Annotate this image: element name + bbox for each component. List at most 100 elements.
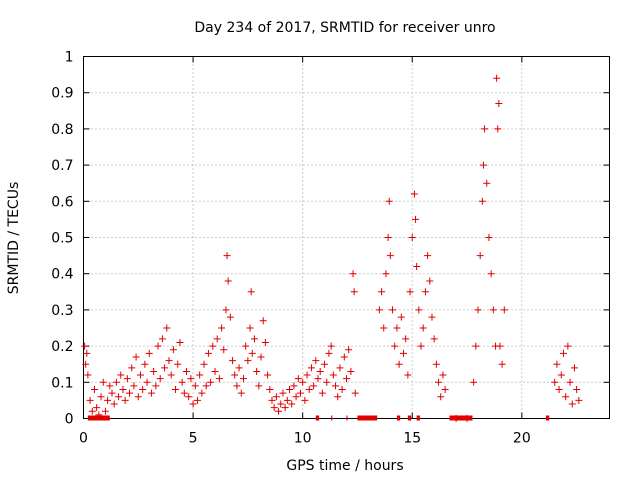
- data-point: [494, 125, 502, 133]
- data-point: [261, 338, 269, 346]
- data-point: [325, 349, 333, 357]
- data-point: [301, 396, 309, 404]
- y-axis-label: SRMTID / TECUs: [6, 182, 22, 295]
- data-point: [314, 375, 322, 383]
- data-point: [564, 342, 572, 350]
- data-point: [481, 125, 489, 133]
- data-point: [290, 382, 298, 390]
- data-point: [338, 386, 346, 394]
- data-point: [110, 400, 118, 408]
- data-point: [266, 386, 274, 394]
- data-point: [259, 317, 267, 325]
- data-point: [130, 382, 138, 390]
- data-point: [303, 371, 311, 379]
- data-point: [169, 346, 177, 354]
- data-point: [112, 378, 120, 386]
- data-point: [428, 313, 436, 321]
- data-point: [397, 313, 405, 321]
- data-point: [172, 386, 180, 394]
- data-point: [139, 386, 147, 394]
- data-point: [141, 360, 149, 368]
- data-point: [557, 371, 565, 379]
- data-point: [426, 277, 434, 285]
- data-point: [323, 378, 331, 386]
- axis-ticks: [83, 56, 610, 419]
- data-point: [382, 270, 390, 278]
- data-point: [439, 371, 447, 379]
- data-point: [152, 382, 160, 390]
- data-point: [384, 234, 392, 241]
- data-point: [281, 404, 289, 412]
- data-point: [345, 346, 353, 354]
- data-point: [573, 386, 581, 394]
- data-point: [286, 386, 294, 394]
- data-point: [81, 342, 89, 350]
- data-point: [275, 407, 283, 415]
- data-point: [253, 367, 261, 375]
- data-point: [211, 367, 219, 375]
- data-point: [485, 234, 493, 241]
- y-tick-label: 1: [65, 50, 74, 66]
- data-point: [202, 382, 210, 390]
- data-point: [487, 270, 495, 278]
- x-tick-label: 5: [189, 431, 198, 447]
- data-point: [402, 335, 410, 343]
- data-point: [237, 389, 245, 397]
- data-point: [215, 375, 223, 383]
- data-point: [115, 393, 123, 401]
- data-point: [316, 367, 324, 375]
- data-point: [180, 389, 188, 397]
- data-point: [132, 353, 140, 361]
- y-tick-labels: 0 0.1 0.2 0.3 0.4 0.5 0.6 0.7 0.8 0.9 1: [51, 50, 73, 428]
- data-point: [437, 393, 445, 401]
- data-point: [500, 306, 508, 314]
- data-point: [340, 353, 348, 361]
- data-point: [183, 367, 191, 375]
- data-point: [332, 382, 340, 390]
- data-point: [553, 360, 561, 368]
- data-point: [82, 360, 90, 368]
- data-point: [158, 335, 166, 343]
- data-point: [145, 349, 153, 357]
- data-point: [189, 400, 197, 408]
- data-point: [99, 378, 107, 386]
- data-point: [389, 306, 397, 314]
- data-point: [551, 378, 559, 386]
- data-point: [395, 360, 403, 368]
- data-point: [375, 306, 383, 314]
- data-point: [498, 360, 506, 368]
- data-point: [283, 396, 291, 404]
- data-point: [435, 378, 443, 386]
- data-point: [415, 306, 423, 314]
- data-point: [391, 342, 399, 350]
- data-point: [161, 364, 169, 372]
- x-tick-label: 15: [403, 431, 421, 447]
- data-point: [562, 393, 570, 401]
- data-point: [207, 378, 215, 386]
- data-point: [378, 288, 386, 296]
- data-point: [165, 357, 173, 365]
- data-point: [413, 262, 421, 270]
- y-tick-label: 0.5: [51, 231, 73, 247]
- data-point: [393, 324, 401, 332]
- x-tick-labels: 0 5 10 15 20: [79, 431, 531, 447]
- data-point: [123, 375, 131, 383]
- data-point: [349, 270, 357, 278]
- data-point: [496, 342, 504, 350]
- data-point: [224, 277, 232, 285]
- x-tick-label: 0: [79, 431, 88, 447]
- data-point: [204, 349, 212, 357]
- data-point: [134, 393, 142, 401]
- data-point: [106, 382, 114, 390]
- data-point: [312, 357, 320, 365]
- data-point: [386, 252, 394, 260]
- data-point: [568, 400, 576, 408]
- data-point: [128, 364, 136, 372]
- data-point: [246, 324, 254, 332]
- data-point: [255, 382, 263, 390]
- data-point: [88, 407, 96, 415]
- x-tick-label: 20: [513, 431, 531, 447]
- y-tick-label: 0.9: [51, 86, 73, 102]
- data-point: [294, 375, 302, 383]
- data-point: [412, 215, 420, 223]
